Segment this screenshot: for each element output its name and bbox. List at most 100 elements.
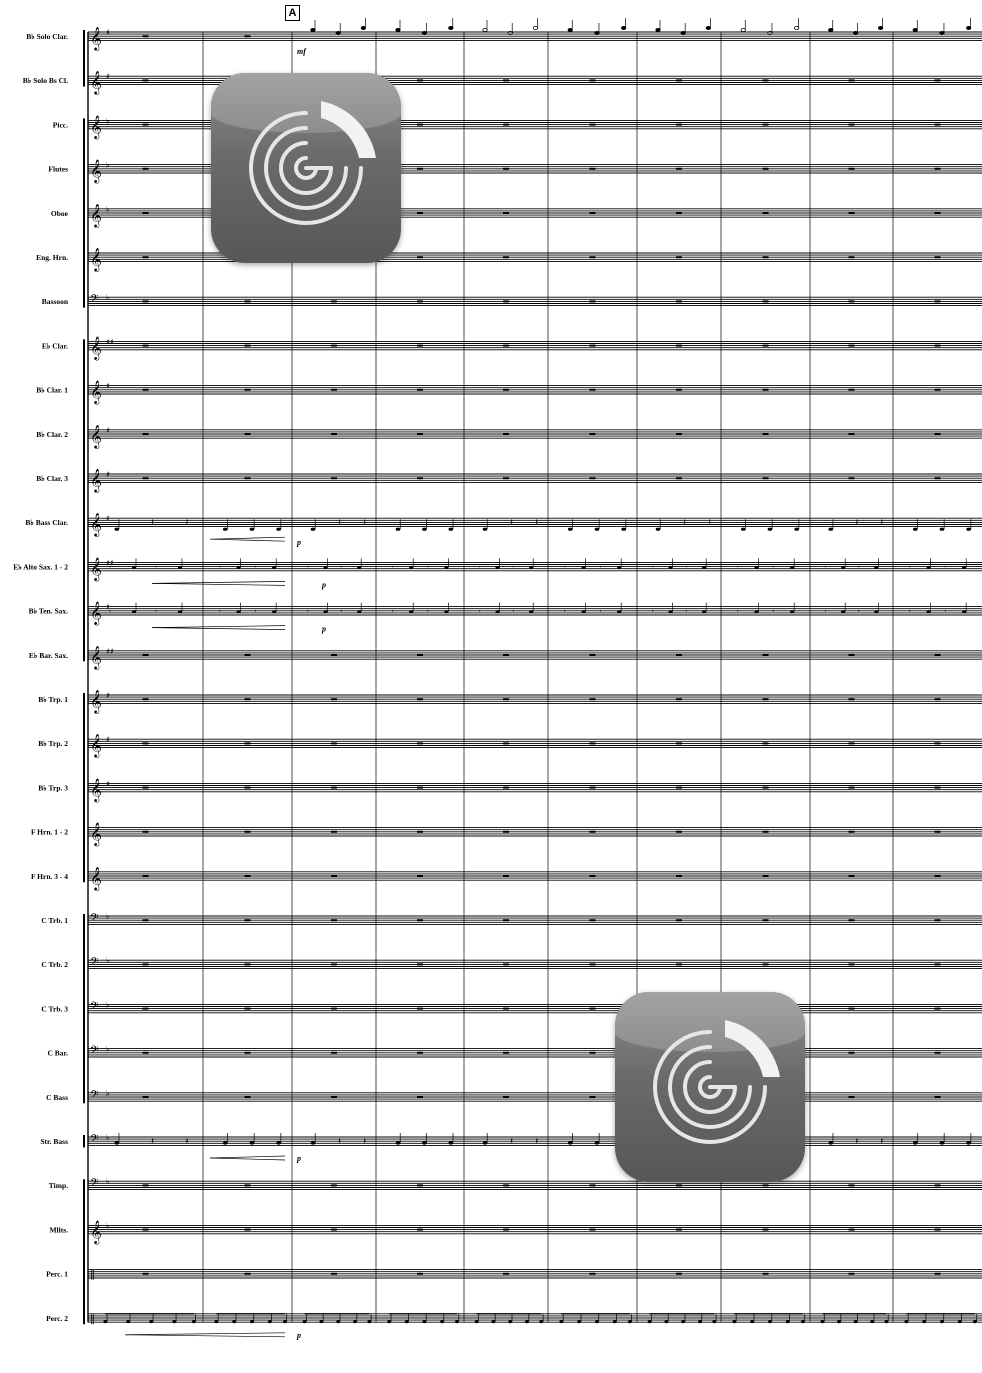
note <box>767 527 773 531</box>
instrument-label: E♭ Clar. <box>42 341 68 350</box>
clef-icon: 𝄞 <box>90 777 102 802</box>
whole-rest <box>934 256 941 259</box>
staff-22: C Trb. 2 𝄢 ♭ <box>41 956 982 971</box>
whole-rest <box>934 300 941 303</box>
quarter-rest: 𝄽 <box>186 518 189 528</box>
whole-rest <box>244 919 251 922</box>
eighth-rest: 𝄾 <box>685 563 687 571</box>
key-signature: ♭ <box>106 1177 110 1186</box>
whole-rest <box>331 300 337 303</box>
whole-rest <box>762 830 769 833</box>
eighth-rest: 𝄾 <box>109 608 111 616</box>
whole-rest <box>331 433 337 435</box>
clef-icon: 𝄞 <box>90 1219 102 1244</box>
eighth-rest: 𝄾 <box>858 563 860 571</box>
note <box>841 610 846 614</box>
key-signature: ♭ <box>106 161 110 170</box>
hairpin-line <box>151 627 286 630</box>
eighth-rest: 𝄾 <box>564 563 566 571</box>
whole-rest <box>244 963 251 966</box>
key-signature: ♯ <box>106 28 110 37</box>
whole-rest <box>417 1272 423 1275</box>
quarter-rest: 𝄽 <box>510 1137 513 1147</box>
eighth-rest: 𝄾 <box>564 608 566 616</box>
whole-rest <box>934 830 941 833</box>
whole-rest <box>934 919 941 922</box>
key-signature: ♭ <box>106 912 110 921</box>
whole-rest <box>762 786 769 789</box>
whole-rest <box>848 256 855 259</box>
watermark-app-icon-bottom[interactable] <box>615 992 805 1182</box>
whole-rest <box>589 1051 596 1054</box>
quarter-rest: 𝄽 <box>363 1137 366 1147</box>
dynamic-marking: p <box>321 580 326 589</box>
clef-icon: 𝄢 <box>90 1177 98 1192</box>
eighth-rest: 𝄾 <box>307 563 309 571</box>
key-signature: ♯ <box>106 470 110 479</box>
clef-icon: 𝄞 <box>90 601 102 626</box>
note <box>214 1320 219 1324</box>
note <box>750 1320 755 1324</box>
whole-rest <box>142 654 149 656</box>
staff-7: Bassoon 𝄢 ♭ <box>42 293 982 308</box>
note <box>310 1141 316 1145</box>
staff-13: E♭ Alto Sax. 1 - 2 𝄞 ♯♯𝄾 𝄾 𝄾 𝄾 𝄾 𝄾 𝄾 𝄾 𝄾 𝄾 𝄾 𝄾 𝄾 𝄾 𝄾 𝄾 𝄾 𝄾 𝄾… <box>13 556 982 581</box>
whole-rest <box>848 344 855 347</box>
watermark-app-icon-top[interactable] <box>211 73 401 263</box>
instrument-label: Oboe <box>51 209 69 218</box>
staff-26: Str. Bass𝄢♭𝄽𝄽𝄽𝄽𝄽𝄽𝄽𝄽𝄽𝄽 <box>40 1133 982 1148</box>
whole-rest <box>848 477 855 480</box>
clef-icon: 𝄞 <box>90 203 102 228</box>
note <box>912 527 918 531</box>
whole-rest <box>244 344 251 347</box>
whole-rest <box>331 344 337 347</box>
clef-icon: 𝄞 <box>90 468 102 493</box>
concentric-arcs-icon <box>249 101 376 225</box>
instrument-label: F Hrn. 1 - 2 <box>31 828 68 837</box>
quarter-rest: 𝄽 <box>708 518 711 528</box>
note <box>712 1320 717 1324</box>
quarter-rest: 𝄽 <box>186 1137 189 1147</box>
whole-rest <box>676 256 682 259</box>
whole-rest <box>417 300 423 303</box>
whole-rest <box>934 742 941 745</box>
key-signature: ♯ <box>106 735 110 744</box>
whole-rest <box>142 786 149 789</box>
hairpin-line <box>151 583 286 586</box>
eighth-rest: 𝄾 <box>944 563 946 571</box>
whole-rest <box>331 1096 337 1098</box>
whole-rest <box>848 698 855 701</box>
key-signature: ♯ <box>106 779 110 788</box>
whole-rest <box>762 742 769 745</box>
note <box>647 1320 652 1324</box>
quarter-rest: 𝄽 <box>151 1137 154 1147</box>
staff-18: B♭ Trp. 3 𝄞 ♯ <box>38 777 982 802</box>
staff-23: C Trb. 3 𝄢 ♭ <box>41 1000 982 1015</box>
instrument-label: E♭ Alto Sax. 1 - 2 <box>13 562 68 571</box>
whole-rest <box>848 875 855 877</box>
clef-icon: 𝄞 <box>90 822 102 847</box>
note <box>232 1320 237 1324</box>
eighth-rest: 𝄾 <box>825 563 827 571</box>
clef-icon: 𝄞 <box>90 424 102 449</box>
key-signature: ♯ <box>106 72 110 81</box>
clef-icon: 𝄢 <box>90 912 98 927</box>
staff-5: Oboe 𝄞 ♭ <box>51 203 982 228</box>
whole-rest <box>142 79 149 82</box>
clef-icon: 𝄢 <box>90 1045 98 1060</box>
eighth-rest: 𝄾 <box>109 563 111 571</box>
whole-rest <box>331 1272 337 1275</box>
whole-rest <box>142 212 149 214</box>
whole-rest <box>503 654 509 656</box>
whole-rest <box>503 698 509 701</box>
key-signature: ♭ <box>106 205 110 214</box>
key-signature: ♯♯ <box>106 558 114 567</box>
eighth-rest: 𝄾 <box>254 563 256 571</box>
whole-rest <box>331 919 337 922</box>
note <box>448 1141 454 1145</box>
whole-rest <box>589 1272 596 1275</box>
whole-rest <box>848 654 855 656</box>
whole-rest <box>762 167 769 170</box>
note <box>491 1320 496 1324</box>
whole-rest <box>331 1184 337 1187</box>
